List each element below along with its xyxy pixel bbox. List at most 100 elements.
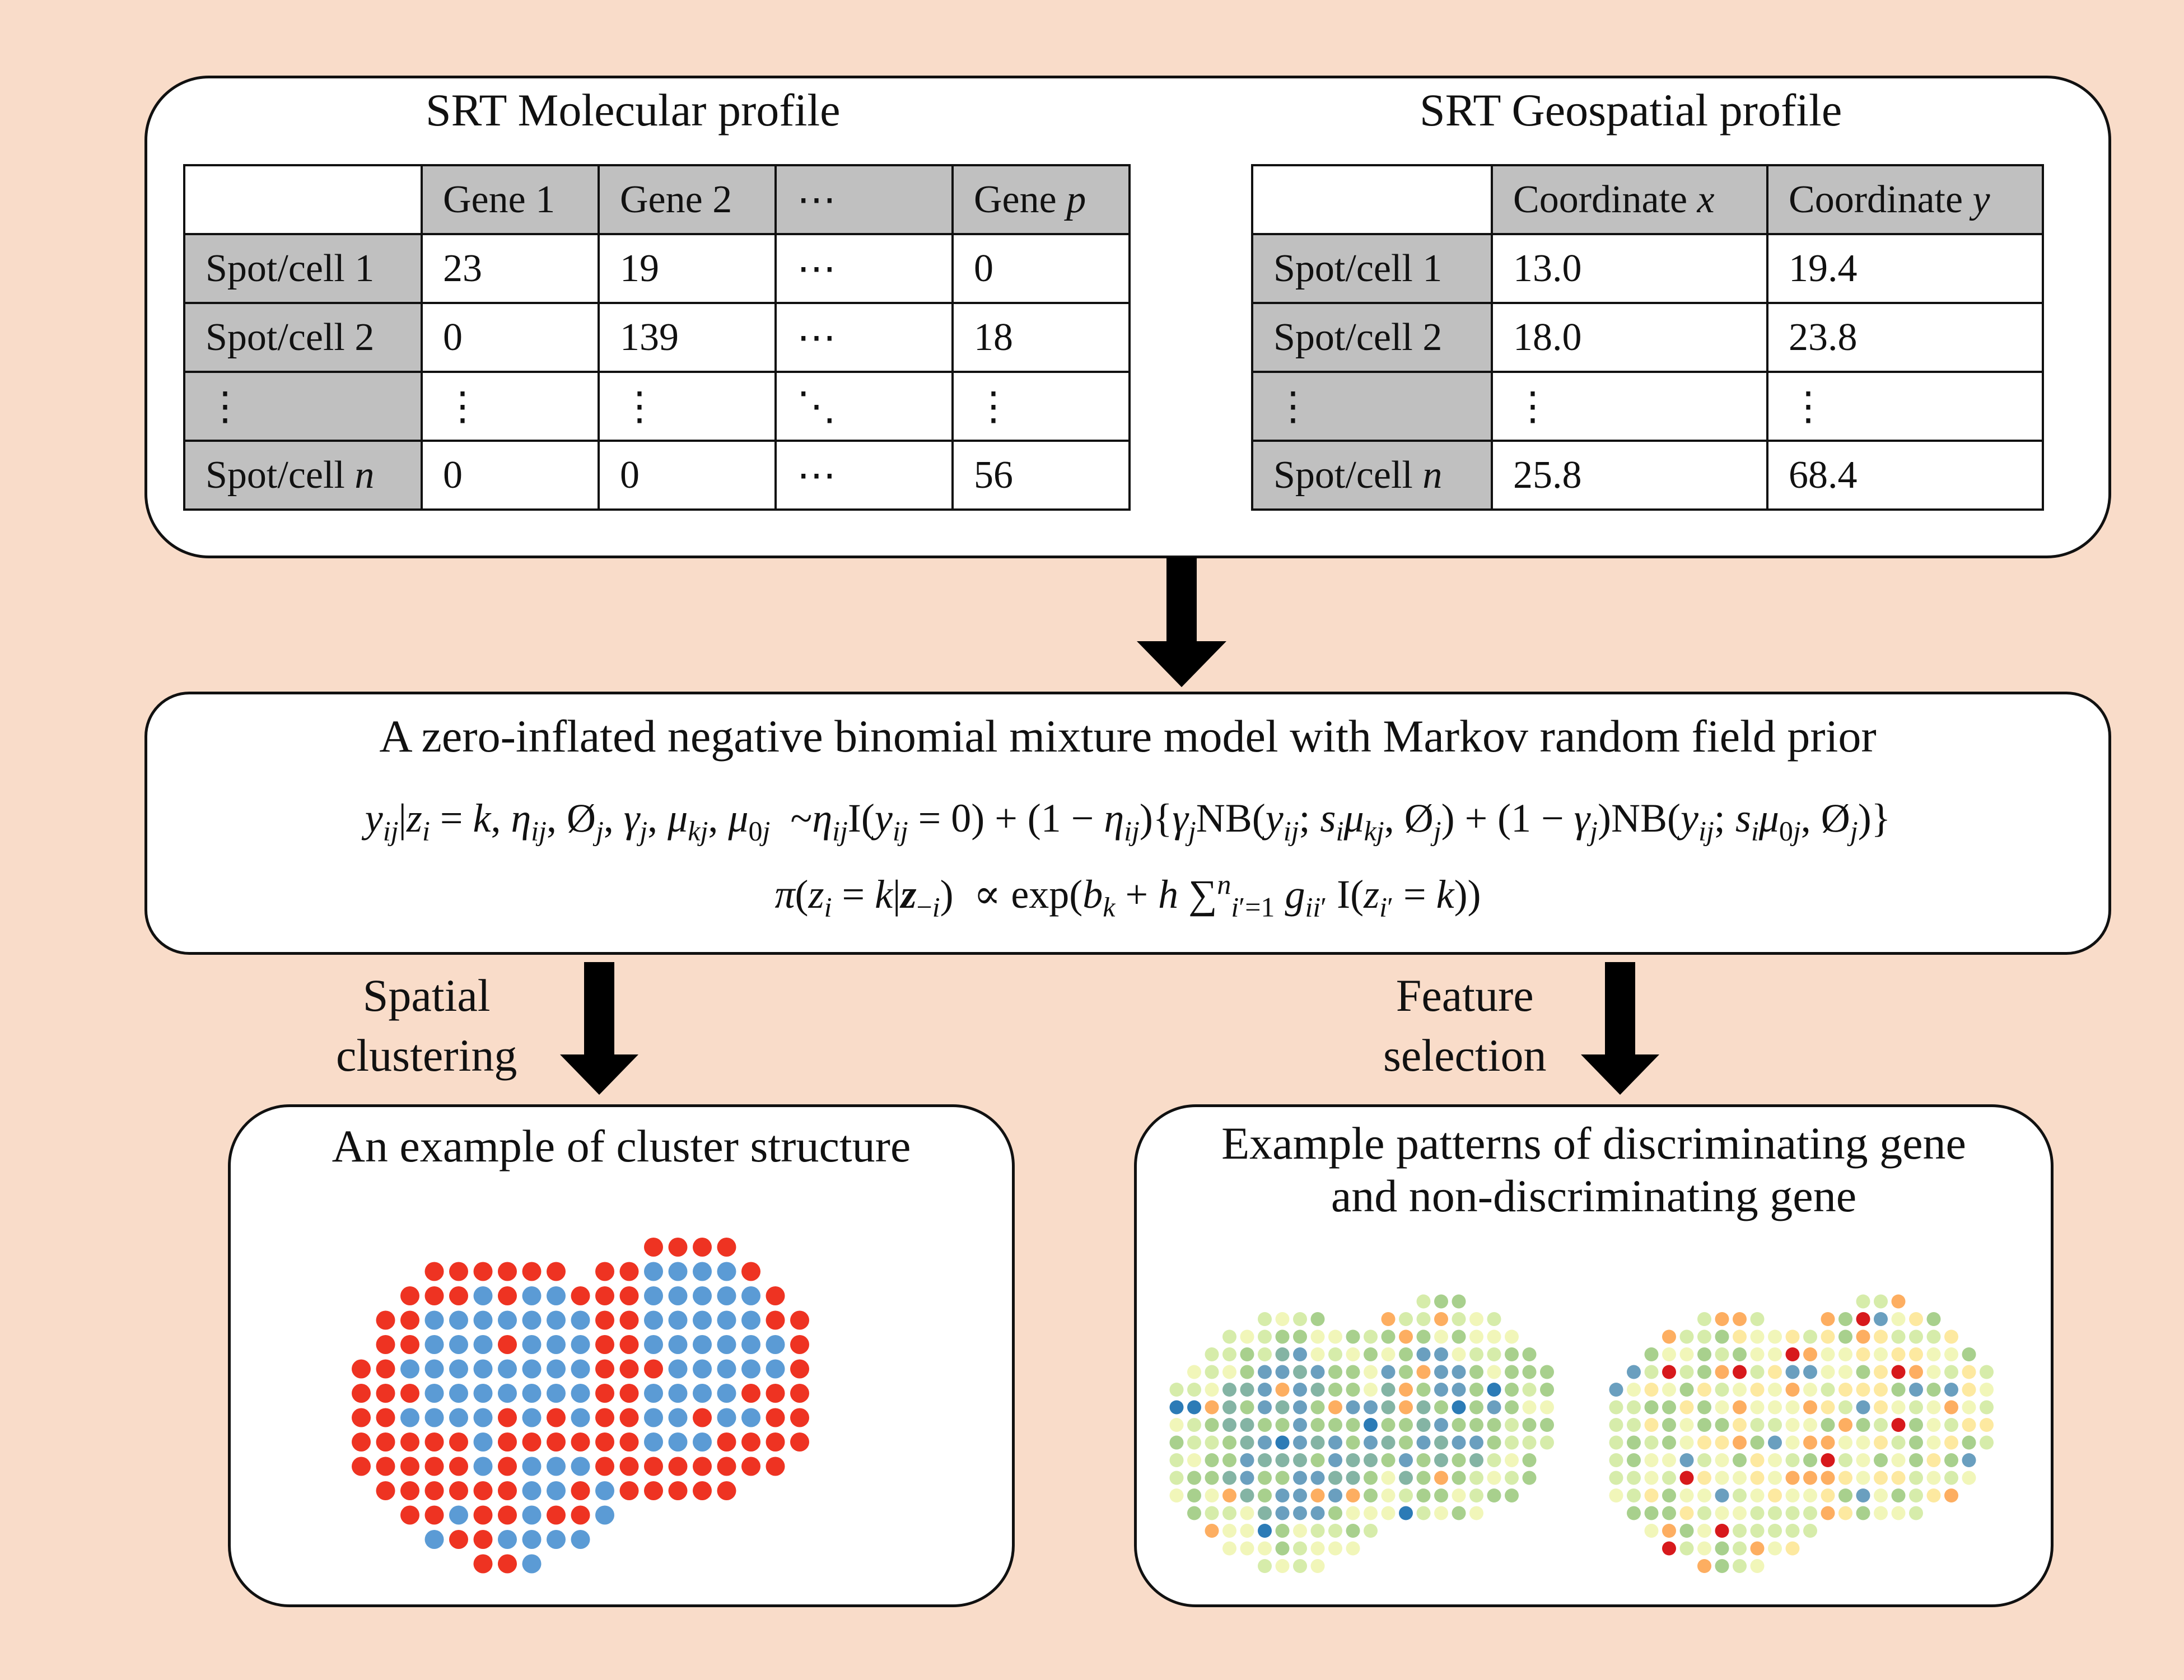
expression-spot	[1169, 1453, 1184, 1467]
expression-spot	[1222, 1471, 1236, 1485]
cluster-spot	[790, 1359, 809, 1379]
cluster-spot	[619, 1457, 639, 1476]
expression-spot	[1785, 1506, 1800, 1520]
expression-spot	[1662, 1471, 1676, 1485]
table-cell: 56	[951, 440, 1131, 511]
expression-spot	[1399, 1329, 1413, 1344]
expression-spot	[1364, 1400, 1378, 1415]
cluster-spot	[693, 1481, 712, 1500]
table-row: Spot/cell n 0 0 ⋯ 56	[183, 440, 1131, 511]
cluster-spot	[766, 1310, 785, 1330]
cluster-spot	[693, 1286, 712, 1305]
table-cell: 0	[951, 233, 1131, 304]
expression-spot	[1310, 1524, 1325, 1538]
expression-spot	[1750, 1524, 1765, 1538]
expression-spot	[1697, 1471, 1711, 1485]
expression-spot	[1785, 1400, 1800, 1415]
expression-spot	[1768, 1365, 1782, 1379]
expression-spot	[1293, 1400, 1307, 1415]
expression-spot	[1715, 1347, 1729, 1361]
expression-spot	[1169, 1418, 1184, 1432]
down-arrow-icon	[1137, 557, 1226, 687]
cluster-spot	[376, 1384, 395, 1403]
expression-spot	[1364, 1506, 1378, 1520]
expression-spot	[1310, 1418, 1325, 1432]
expression-spot	[1222, 1383, 1236, 1397]
expression-spot	[1275, 1524, 1290, 1538]
expression-spot	[1399, 1488, 1413, 1502]
expression-spot	[1540, 1400, 1554, 1415]
cluster-spot	[547, 1286, 566, 1305]
expression-spot	[1469, 1383, 1483, 1397]
expression-spot	[1222, 1506, 1236, 1520]
expression-spot	[1416, 1453, 1431, 1467]
expression-spot	[1609, 1383, 1623, 1397]
expression-spot	[1697, 1383, 1711, 1397]
expression-spot	[1293, 1453, 1307, 1467]
cluster-spot	[766, 1384, 785, 1403]
expression-spot	[1434, 1471, 1448, 1485]
expression-spot	[1697, 1312, 1711, 1326]
expression-spot	[1293, 1541, 1307, 1556]
table-row: Spot/cell n 25.8 68.4	[1251, 440, 2044, 511]
cluster-spot	[668, 1481, 688, 1500]
cluster-spot	[522, 1432, 542, 1452]
expression-spot	[1222, 1347, 1236, 1361]
expression-spot	[1679, 1488, 1694, 1502]
expression-spot	[1909, 1453, 1923, 1467]
expression-spot	[1926, 1435, 1941, 1450]
expression-spot	[1452, 1347, 1466, 1361]
expression-spot	[1980, 1383, 1994, 1397]
cluster-spot	[644, 1457, 663, 1476]
expression-spot	[1416, 1383, 1431, 1397]
cluster-spot	[790, 1408, 809, 1427]
cluster-spot	[473, 1432, 493, 1452]
expression-spot	[1662, 1400, 1676, 1415]
expression-spot	[1310, 1365, 1325, 1379]
expression-spot	[1434, 1453, 1448, 1467]
expression-spot	[1733, 1435, 1747, 1450]
cluster-spot	[473, 1262, 493, 1281]
cluster-spot	[400, 1457, 419, 1476]
cluster-spot	[693, 1310, 712, 1330]
cluster-spot	[352, 1457, 371, 1476]
expression-spot	[1821, 1471, 1835, 1485]
expression-spot	[1258, 1418, 1272, 1432]
cluster-spot	[644, 1384, 663, 1403]
down-arrow-icon	[1581, 962, 1659, 1095]
expression-spot	[1679, 1506, 1694, 1520]
expression-spot	[1240, 1541, 1254, 1556]
cluster-spot	[644, 1432, 663, 1452]
table-row: Spot/cell 1 13.0 19.4	[1251, 233, 2044, 304]
cluster-spot	[644, 1310, 663, 1330]
cluster-spot	[449, 1481, 468, 1500]
cluster-spot	[424, 1359, 444, 1379]
expression-spot	[1803, 1347, 1817, 1361]
expression-spot	[1838, 1435, 1852, 1450]
expression-spot	[1258, 1347, 1272, 1361]
expression-spot	[1750, 1329, 1765, 1344]
cluster-spot	[400, 1432, 419, 1452]
expression-spot	[1310, 1435, 1325, 1450]
expression-spot	[1944, 1400, 1958, 1415]
expression-spot	[1733, 1453, 1747, 1467]
expression-spot	[1874, 1312, 1888, 1326]
expression-spot	[1487, 1329, 1501, 1344]
cluster-spot	[547, 1384, 566, 1403]
expression-spot	[1785, 1347, 1800, 1361]
cluster-spot	[668, 1238, 688, 1257]
expression-spot	[1803, 1329, 1817, 1344]
expression-spot	[1785, 1471, 1800, 1485]
cluster-spot	[376, 1432, 395, 1452]
cluster-spot	[595, 1505, 614, 1525]
expression-spot	[1679, 1400, 1694, 1415]
expression-spot	[1856, 1347, 1870, 1361]
expression-spot	[1856, 1435, 1870, 1450]
cluster-spot	[424, 1530, 444, 1549]
expression-spot	[1452, 1400, 1466, 1415]
expression-spot	[1293, 1506, 1307, 1520]
expression-spot	[1328, 1524, 1342, 1538]
expression-spot	[1803, 1453, 1817, 1467]
expression-spot	[1750, 1383, 1765, 1397]
expression-spot	[1399, 1471, 1413, 1485]
